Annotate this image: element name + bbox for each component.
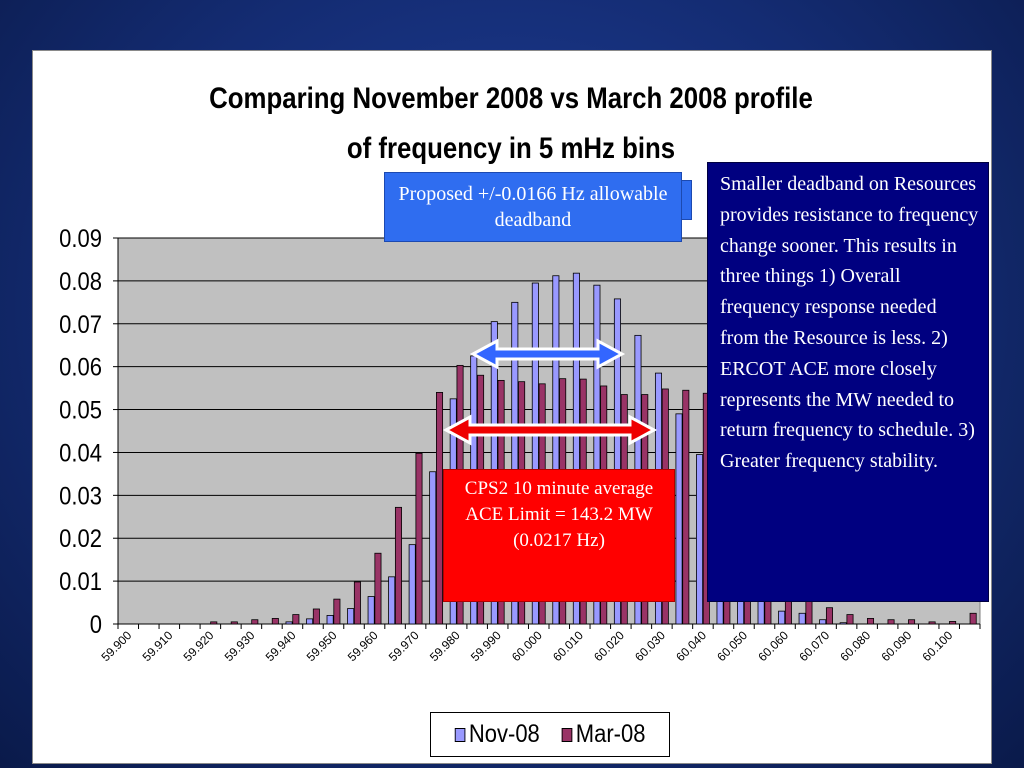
bar-mar bbox=[908, 619, 916, 625]
legend-item-nov: Nov-08 bbox=[454, 720, 540, 749]
y-tick-label: 0.03 bbox=[59, 482, 102, 510]
bar-nov bbox=[593, 284, 601, 625]
bar-mar bbox=[928, 621, 936, 625]
chart-title-line-2: of frequency in 5 mHz bins bbox=[346, 132, 676, 165]
bar-mar bbox=[312, 608, 320, 625]
x-tick-label: 59.910 bbox=[140, 628, 176, 664]
bar-mar bbox=[374, 552, 382, 625]
bar-mar bbox=[887, 619, 895, 625]
chart-title-line-1: Comparing November 2008 vs March 2008 pr… bbox=[209, 82, 813, 115]
y-tick-label: 0.01 bbox=[59, 568, 102, 596]
y-tick-label: 0.02 bbox=[59, 525, 102, 553]
chart-legend: Nov-08 Mar-08 bbox=[430, 712, 670, 757]
x-tick-label: 59.960 bbox=[345, 628, 381, 664]
bar-mar bbox=[271, 618, 279, 625]
legend-item-mar: Mar-08 bbox=[561, 720, 645, 749]
x-tick-label: 59.900 bbox=[99, 628, 135, 664]
x-tick-label: 60.100 bbox=[919, 628, 955, 664]
bar-mar bbox=[292, 614, 300, 625]
bar-nov bbox=[839, 622, 847, 625]
bar-nov bbox=[757, 597, 765, 625]
bar-mar bbox=[846, 614, 854, 625]
x-tick-label: 60.010 bbox=[550, 628, 586, 664]
bar-nov bbox=[326, 615, 334, 625]
x-tick-label: 60.080 bbox=[837, 628, 873, 664]
bar-nov bbox=[306, 618, 314, 625]
bar-nov bbox=[429, 471, 437, 625]
legend-swatch-nov bbox=[454, 727, 466, 742]
bar-nov bbox=[285, 621, 293, 625]
y-tick-label: 0 bbox=[90, 611, 102, 639]
y-tick-label: 0.04 bbox=[59, 439, 102, 467]
cps2-arrow bbox=[442, 414, 658, 446]
cps2-callout: CPS2 10 minute average ACE Limit = 143.2… bbox=[443, 469, 675, 602]
bar-nov bbox=[572, 272, 580, 625]
x-tick-label: 60.090 bbox=[878, 628, 914, 664]
bar-mar bbox=[415, 452, 423, 625]
bar-nov bbox=[613, 298, 621, 625]
x-tick-label: 59.920 bbox=[181, 628, 217, 664]
x-tick-label: 59.980 bbox=[427, 628, 463, 664]
bar-nov bbox=[819, 619, 827, 625]
bar-mar bbox=[867, 618, 875, 625]
legend-swatch-mar bbox=[561, 727, 572, 742]
bar-mar bbox=[949, 621, 957, 625]
x-tick-label: 59.940 bbox=[263, 628, 299, 664]
bar-nov bbox=[347, 608, 355, 625]
x-tick-label: 60.060 bbox=[755, 628, 791, 664]
x-tick-label: 60.050 bbox=[714, 628, 750, 664]
bar-mar bbox=[969, 612, 977, 625]
bar-nov bbox=[675, 413, 683, 625]
legend-label-mar: Mar-08 bbox=[575, 720, 646, 748]
y-tick-label: 0.07 bbox=[59, 310, 102, 338]
x-tick-label: 60.020 bbox=[591, 628, 627, 664]
x-tick-label: 59.950 bbox=[304, 628, 340, 664]
x-tick-label: 59.970 bbox=[386, 628, 422, 664]
x-tick-label: 60.070 bbox=[796, 628, 832, 664]
y-tick-label: 0.09 bbox=[59, 225, 102, 253]
x-tick-label: 60.000 bbox=[509, 628, 545, 664]
bar-nov bbox=[696, 454, 704, 625]
bar-mar bbox=[805, 600, 813, 625]
bar-nov bbox=[388, 576, 396, 625]
y-tick-label: 0.05 bbox=[59, 396, 102, 424]
bar-mar bbox=[436, 391, 444, 625]
x-tick-label: 59.990 bbox=[468, 628, 504, 664]
y-tick-label: 0.06 bbox=[59, 353, 102, 381]
x-tick-label: 60.030 bbox=[632, 628, 668, 664]
bar-nov bbox=[511, 301, 519, 625]
bar-mar bbox=[251, 619, 259, 625]
y-tick-label: 0.08 bbox=[59, 268, 102, 296]
bar-mar bbox=[333, 598, 341, 625]
deadband-callout: Proposed +/-0.0166 Hz allowable deadband bbox=[384, 172, 682, 242]
bar-nov bbox=[552, 275, 560, 625]
bar-nov bbox=[367, 596, 375, 625]
bar-mar bbox=[230, 621, 238, 625]
smaller-deadband-callout: Smaller deadband on Resources provides r… bbox=[707, 162, 989, 602]
bar-mar bbox=[394, 506, 402, 625]
bar-mar bbox=[682, 389, 690, 625]
x-tick-label: 60.040 bbox=[673, 628, 709, 664]
bar-nov bbox=[778, 610, 786, 625]
bar-mar bbox=[210, 621, 218, 625]
x-tick-label: 59.930 bbox=[222, 628, 258, 664]
bar-nov bbox=[531, 282, 539, 625]
bar-mar bbox=[353, 581, 361, 625]
bar-nov bbox=[408, 544, 416, 625]
bar-nov bbox=[798, 612, 806, 625]
legend-label-nov: Nov-08 bbox=[468, 720, 540, 748]
deadband-arrow bbox=[469, 338, 626, 370]
bar-mar bbox=[825, 607, 833, 625]
